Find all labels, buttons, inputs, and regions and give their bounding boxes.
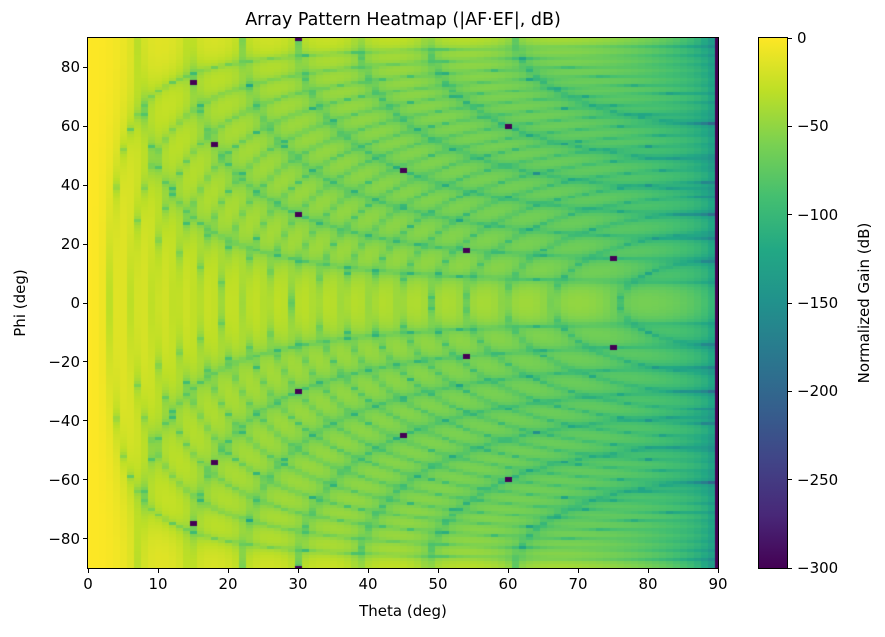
colorbar-label: Normalized Gain (dB) (855, 222, 873, 384)
x-tick-label: 10 (148, 575, 168, 593)
x-tick-label: 0 (83, 575, 93, 593)
heatmap-canvas (88, 38, 718, 568)
colorbar-tick-mark (788, 214, 792, 216)
y-tick-label: 40 (60, 176, 80, 195)
colorbar-tick-label: −150 (797, 294, 839, 312)
colorbar-tick-mark (788, 567, 792, 569)
chart-title: Array Pattern Heatmap (|AF·EF|, dB) (245, 10, 561, 30)
colorbar-tick-mark (788, 390, 792, 392)
y-tick-mark (83, 361, 87, 363)
y-tick-mark (83, 538, 87, 540)
colorbar-tick-mark (788, 37, 792, 39)
y-tick-label: 80 (60, 58, 80, 77)
colorbar-tick-mark (788, 479, 792, 481)
y-tick-label: −20 (48, 352, 80, 371)
x-tick-label: 80 (638, 575, 658, 593)
x-tick-mark (297, 569, 299, 573)
y-tick-label: 0 (70, 294, 80, 312)
colorbar-gradient (759, 38, 787, 568)
x-axis-label: Theta (deg) (359, 602, 447, 620)
y-tick-label: −80 (48, 529, 80, 548)
y-tick-mark (83, 420, 87, 422)
x-tick-mark (577, 569, 579, 573)
y-tick-label: −60 (48, 470, 80, 489)
y-tick-mark (83, 66, 87, 68)
plot-area (87, 37, 719, 569)
x-tick-label: 30 (288, 575, 308, 593)
y-tick-label: 60 (60, 117, 80, 136)
x-tick-label: 90 (708, 575, 728, 593)
x-tick-label: 70 (568, 575, 588, 593)
x-tick-label: 40 (358, 575, 378, 593)
y-tick-label: −40 (48, 411, 80, 430)
x-tick-mark (717, 569, 719, 573)
y-tick-mark (83, 302, 87, 304)
colorbar-tick-label: −50 (797, 117, 829, 136)
y-tick-mark (83, 184, 87, 186)
colorbar-tick-mark (788, 125, 792, 127)
y-tick-label: 20 (60, 235, 80, 254)
colorbar-tick-label: −300 (797, 559, 839, 577)
x-tick-mark (87, 569, 89, 573)
colorbar (758, 37, 788, 569)
colorbar-tick-label: 0 (797, 29, 807, 47)
x-tick-mark (367, 569, 369, 573)
colorbar-tick-mark (788, 302, 792, 304)
x-tick-label: 50 (428, 575, 448, 593)
colorbar-tick-label: −200 (797, 382, 839, 401)
x-tick-label: 20 (218, 575, 238, 593)
y-axis-label: Phi (deg) (11, 269, 29, 337)
y-tick-mark (83, 243, 87, 245)
x-tick-mark (437, 569, 439, 573)
x-tick-mark (157, 569, 159, 573)
y-tick-mark (83, 125, 87, 127)
x-tick-mark (647, 569, 649, 573)
colorbar-tick-label: −250 (797, 470, 839, 489)
x-tick-label: 60 (498, 575, 518, 593)
y-tick-mark (83, 479, 87, 481)
colorbar-tick-label: −100 (797, 205, 839, 224)
x-tick-mark (507, 569, 509, 573)
x-tick-mark (227, 569, 229, 573)
